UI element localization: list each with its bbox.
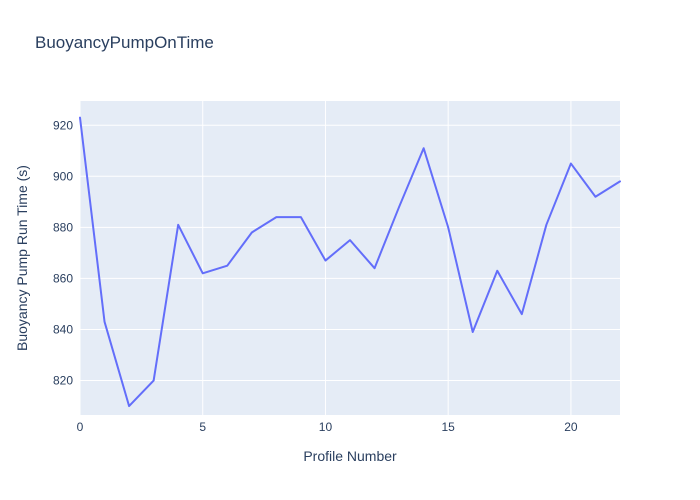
plot-area[interactable] [80,101,620,415]
y-tick-label: 840 [53,322,73,336]
y-axis-title: Buoyancy Pump Run Time (s) [14,165,30,351]
chart-title: BuoyancyPumpOnTime [35,33,214,52]
y-tick-label: 900 [53,169,73,183]
x-tick-label: 0 [77,420,84,434]
y-tick-label: 820 [53,374,73,388]
y-tick-label: 860 [53,271,73,285]
y-tick-label: 920 [53,118,73,132]
data-series-line[interactable] [79,116,621,408]
y-tick-label: 880 [53,220,73,234]
x-tick-label: 10 [319,420,333,434]
x-tick-label: 20 [564,420,578,434]
x-tick-label: 15 [442,420,456,434]
x-axis-title: Profile Number [303,448,397,464]
x-tick-label: 5 [199,420,206,434]
